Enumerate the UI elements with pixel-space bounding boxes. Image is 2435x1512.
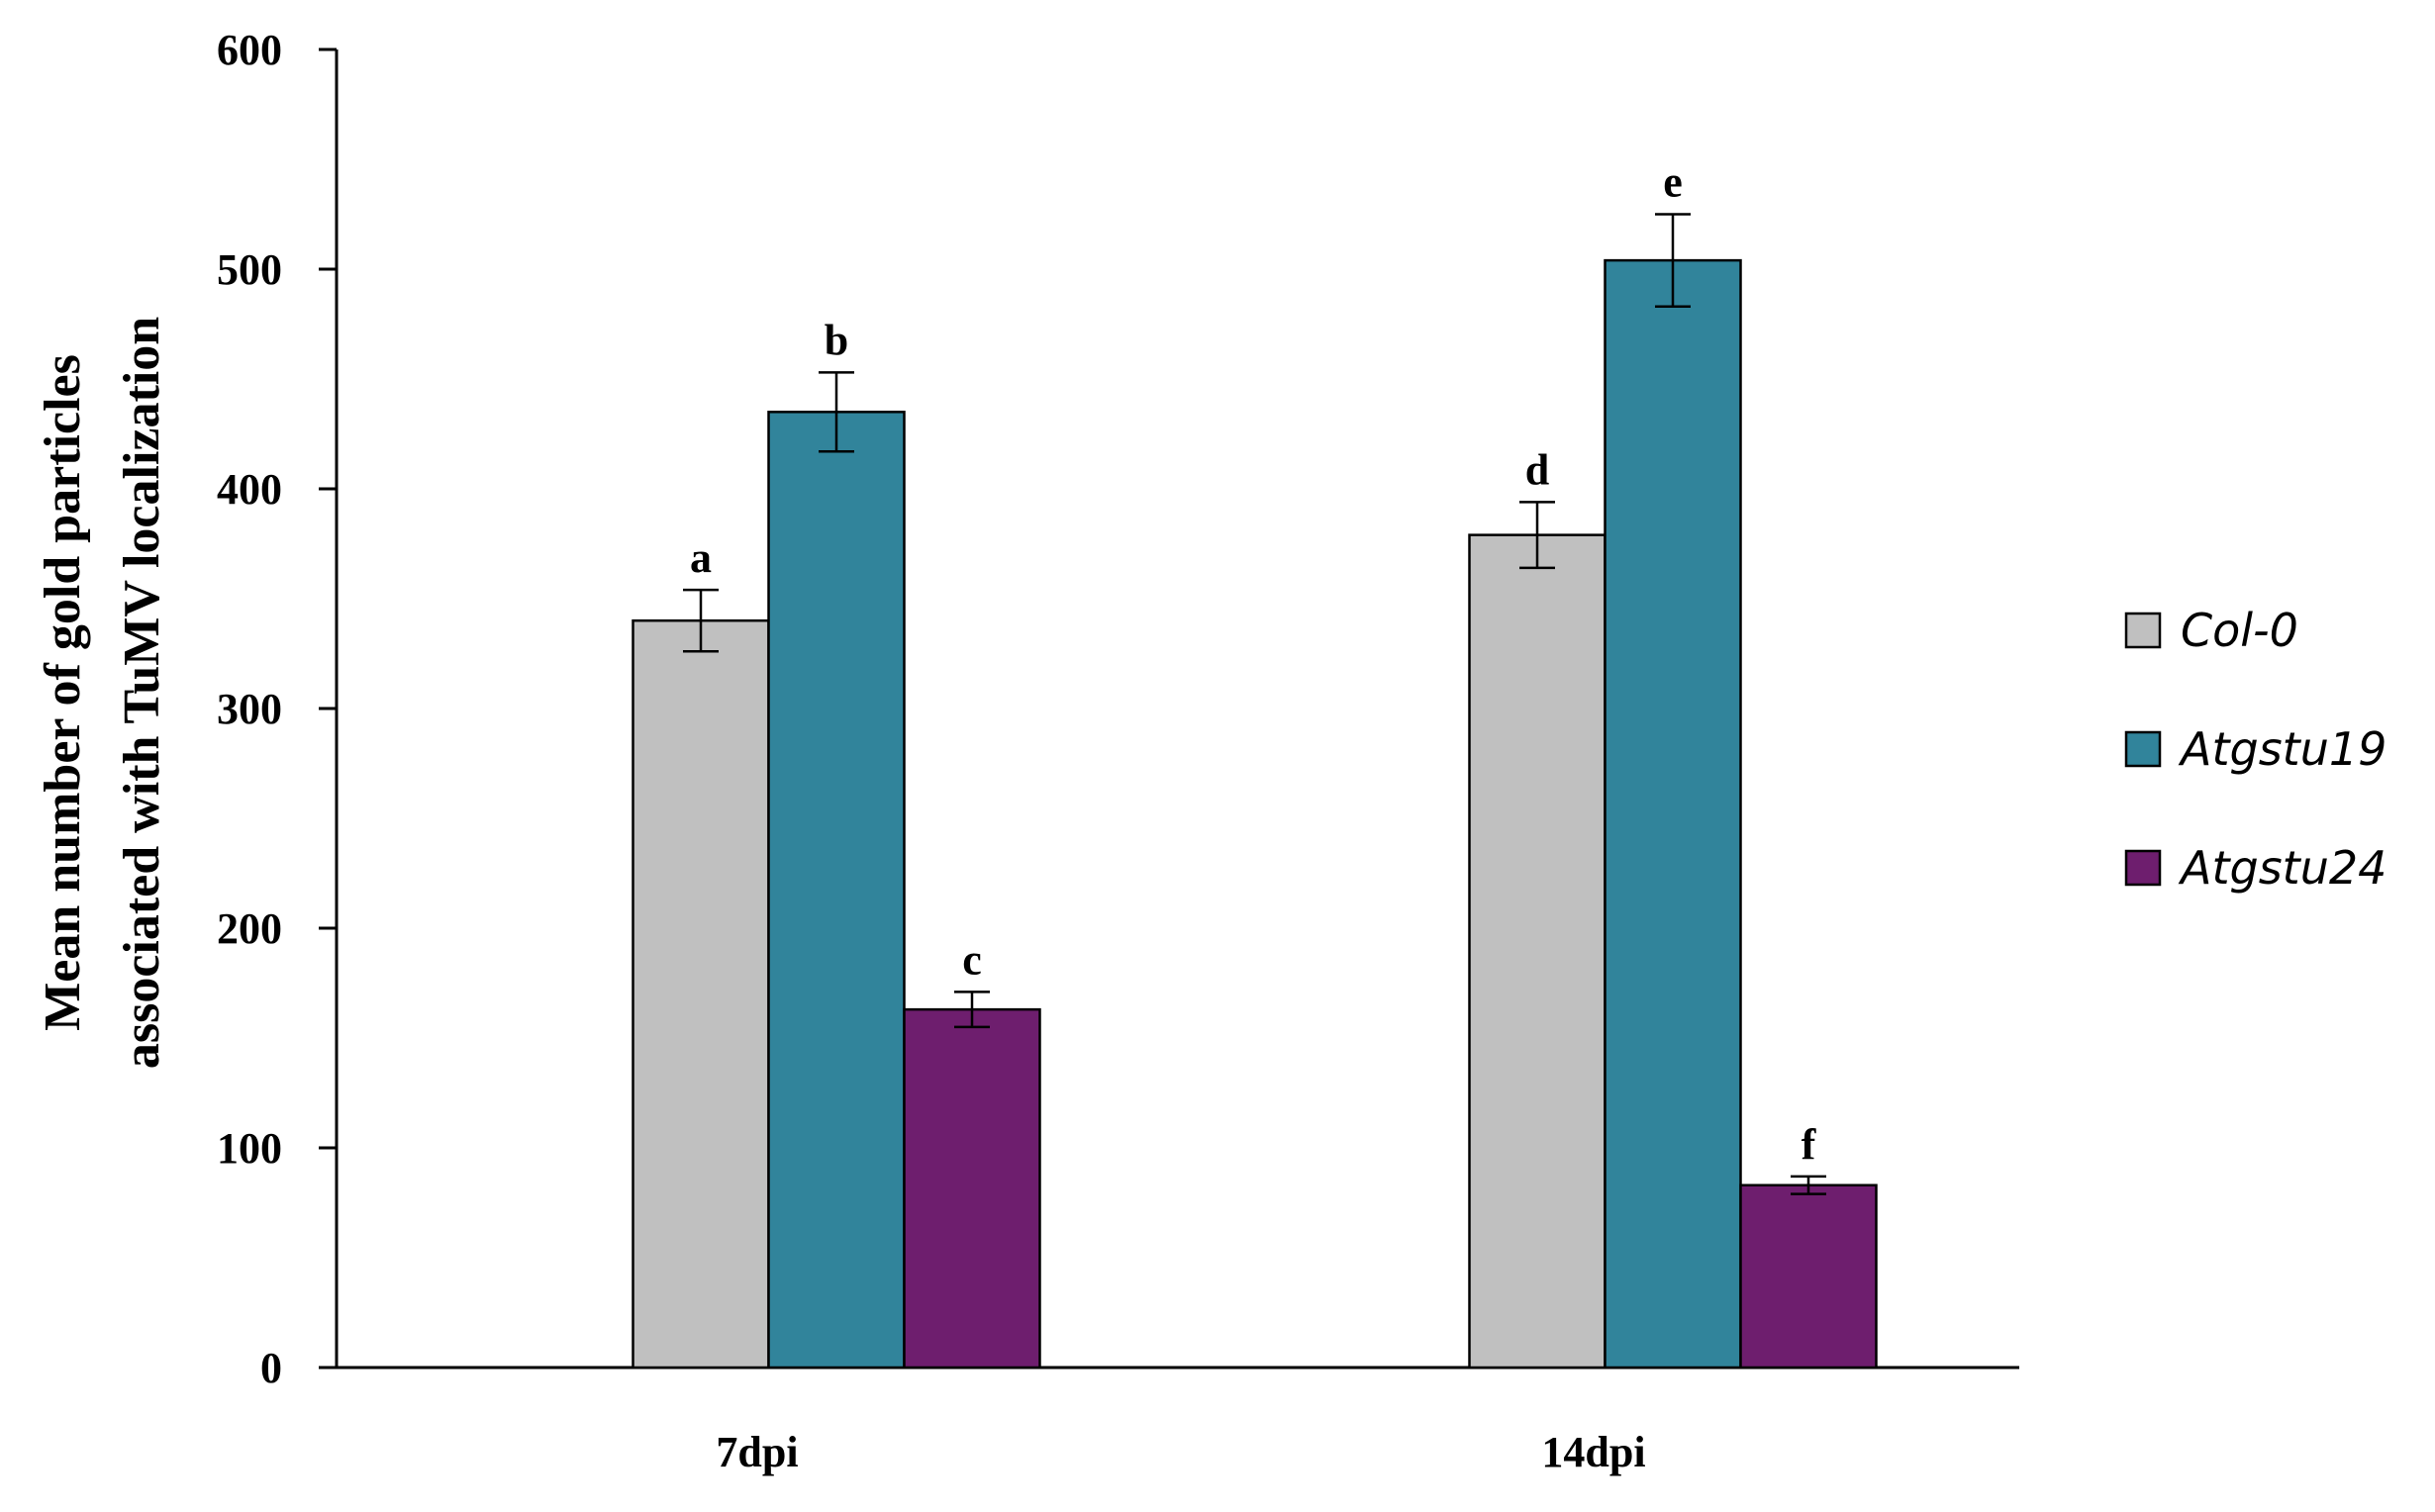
y-tick-label: 400 xyxy=(217,465,282,514)
significance-letter: c xyxy=(962,935,982,984)
legend: Col-0 Atgstu19 Atgstu24 xyxy=(2124,604,2386,895)
legend-swatch xyxy=(2124,849,2162,887)
y-axis-label-group: Mean number of gold particles associated … xyxy=(35,317,170,1069)
y-axis-label: Mean number of gold particles associated … xyxy=(35,317,170,1069)
legend-label: Atgstu19 xyxy=(2178,722,2386,776)
bar xyxy=(1604,258,1742,1370)
axes xyxy=(319,47,2019,1370)
y-tick-label: 500 xyxy=(217,245,282,294)
y-tick-label: 300 xyxy=(217,685,282,733)
legend-swatch xyxy=(2124,612,2162,649)
y-tick-label: 600 xyxy=(217,26,282,74)
y-axis-label-line: Mean number of gold particles xyxy=(35,354,91,1031)
y-tick-label: 100 xyxy=(217,1124,282,1173)
significance-letters: a b c d e f xyxy=(690,158,1817,1169)
x-tick-label: 14dpi xyxy=(1541,1428,1645,1476)
y-tick-label: 0 xyxy=(260,1344,282,1392)
bar xyxy=(1739,1183,1878,1370)
significance-letter: f xyxy=(1802,1120,1817,1169)
y-tick-labels: 0 100 200 300 400 500 600 xyxy=(217,26,282,1392)
significance-letter: a xyxy=(690,533,712,582)
legend-label: Atgstu24 xyxy=(2178,841,2386,895)
significance-letter: d xyxy=(1525,445,1549,494)
error-bars xyxy=(683,213,1826,1195)
legend-swatch xyxy=(2124,730,2162,768)
significance-letter: b xyxy=(825,316,848,364)
x-tick-labels: 7dpi 14dpi xyxy=(716,1428,1645,1476)
bars xyxy=(632,258,1878,1370)
bar xyxy=(632,618,770,1370)
x-tick-label: 7dpi xyxy=(716,1428,798,1476)
bar xyxy=(1468,533,1607,1370)
y-tick-label: 200 xyxy=(217,904,282,953)
bar xyxy=(903,1007,1041,1370)
y-axis-label-line: associated with TuMV localization xyxy=(114,317,170,1069)
significance-letter: e xyxy=(1663,158,1683,207)
bar xyxy=(767,411,906,1370)
legend-label: Col-0 xyxy=(2181,604,2298,657)
